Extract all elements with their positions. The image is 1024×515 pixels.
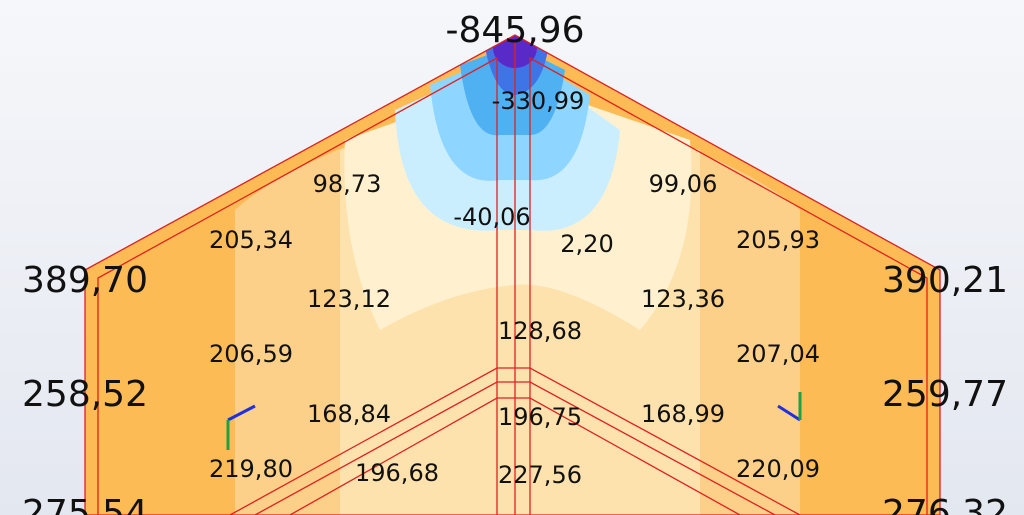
value-label: 390,21 (882, 260, 1008, 301)
value-label: 258,52 (22, 374, 148, 415)
value-label: 2,20 (560, 230, 613, 258)
value-label: 205,34 (209, 226, 293, 254)
value-label: -40,06 (453, 203, 530, 231)
value-label: 196,75 (498, 403, 582, 431)
value-label: 98,73 (313, 170, 382, 198)
mesh-lines (84, 34, 941, 515)
value-label: 259,77 (882, 374, 1008, 415)
value-label: 219,80 (209, 455, 293, 483)
axis-glyph (226, 392, 802, 450)
value-label: 128,68 (498, 317, 582, 345)
value-label: 99,06 (649, 170, 718, 198)
value-label: 275,54 (22, 493, 148, 515)
value-label: 168,84 (307, 400, 391, 428)
labels: -845,96 -330,99 98,73 99,06 -40,06 2,20 … (22, 10, 1008, 515)
value-label: 168,99 (641, 400, 725, 428)
value-label: -330,99 (492, 87, 585, 115)
value-label: 227,56 (498, 461, 582, 489)
value-label: 207,04 (736, 340, 820, 368)
value-label: -845,96 (446, 10, 585, 51)
value-label: 196,68 (355, 459, 439, 487)
value-label: 220,09 (736, 455, 820, 483)
value-label: 123,12 (307, 285, 391, 313)
value-label: 276,32 (882, 493, 1008, 515)
value-label: 389,70 (22, 260, 148, 301)
value-label: 206,59 (209, 340, 293, 368)
value-label: 123,36 (641, 285, 725, 313)
value-label: 205,93 (736, 226, 820, 254)
